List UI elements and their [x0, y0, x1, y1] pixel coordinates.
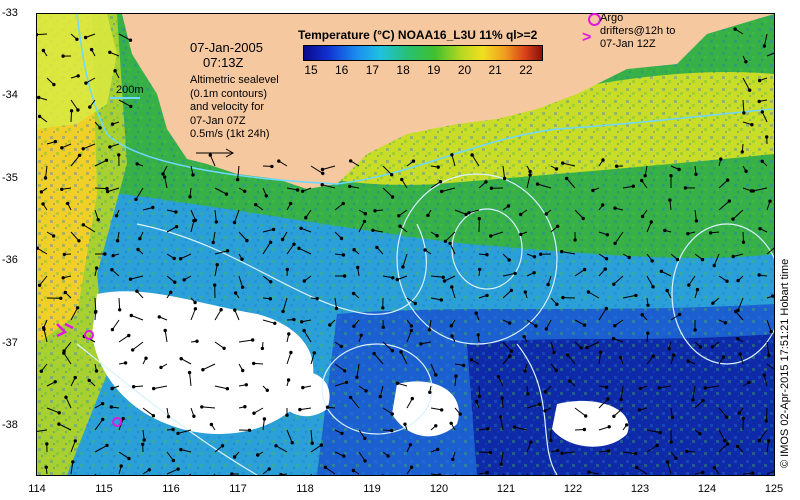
argo-legend-line: drifters@12h to: [600, 25, 676, 37]
argo-drifters: [56, 322, 122, 427]
lat-tick-label: -38: [2, 419, 18, 431]
cloud-patch: [392, 381, 459, 437]
cloud-patch: [277, 371, 330, 417]
lon-tick-label: 115: [95, 483, 113, 495]
lat-tick-label: -36: [2, 254, 18, 267]
lon-tick-label: 123: [630, 483, 650, 495]
lon-tick-label: 122: [563, 483, 583, 495]
image-time: 07:13Z: [203, 55, 244, 70]
land-edge-warm: [37, 14, 117, 129]
altimetry-note-line: 07-Jan 07Z: [190, 114, 246, 127]
altimetry-note-line: (0.1m contours): [190, 87, 268, 100]
altimetry-note-line: Altimetric sealevel: [190, 74, 279, 86]
lon-tick-label: 121: [496, 483, 516, 495]
temperature-colorbar: [303, 45, 543, 61]
colorbar-tick-label: 18: [396, 63, 410, 77]
lat-tick-label: -34: [2, 89, 18, 102]
lat-tick-label: -37: [2, 336, 18, 349]
sst-map[interactable]: [36, 13, 775, 476]
colorbar-title: Temperature (°C) NOAA16_L3U 11% ql>=2: [298, 28, 538, 42]
sst-map-canvas: [37, 14, 774, 475]
colorbar-tick-label: 21: [488, 63, 502, 77]
altimetry-note-line: 0.5m/s (1kt 24h): [190, 128, 270, 140]
velocity-scale-arrow-icon: [196, 148, 235, 158]
colorbar-tick-label: 15: [304, 63, 318, 77]
argo-drifter-track[interactable]: [64, 322, 74, 330]
lon-tick-label: 119: [363, 483, 381, 495]
isobath-legend-label: 200m: [116, 84, 144, 96]
imos-credit: © IMOS 02-Apr-2015 17:51:21 Hobart time: [779, 258, 791, 468]
colorbar-tick-label: 20: [457, 63, 472, 77]
argo-legend-line: 07-Jan 12Z: [600, 38, 656, 50]
argo-legend-line: Argo: [600, 12, 624, 24]
cloud-patch: [92, 291, 314, 434]
isobath-legend-line: [110, 97, 140, 99]
lon-tick-label: 117: [229, 483, 247, 495]
velocity-arrows: [37, 27, 774, 475]
land-mass: [37, 14, 774, 189]
altimetry-note: Altimetric sealevel (0.1m contours) and …: [190, 74, 315, 142]
argo-legend-chevron-icon: >: [582, 29, 592, 46]
colorbar-tick-label: 17: [365, 63, 380, 77]
argo-legend: Argo drifters@12h to 07-Jan 12Z: [600, 12, 675, 51]
colorbar-tick-label: 19: [427, 63, 441, 77]
altimetry-note-line: and velocity for: [190, 101, 264, 113]
image-date: 07-Jan-2005: [190, 40, 263, 55]
cloud-patch: [552, 400, 629, 447]
isobath-200m: [76, 14, 774, 185]
colorbar-tick-label: 22: [519, 63, 533, 77]
lon-tick-label: 124: [697, 483, 717, 495]
sealevel-contours: [76, 173, 774, 475]
lon-tick-label: 120: [429, 483, 449, 495]
lon-tick-label: 118: [296, 483, 314, 495]
lon-tick-label: 125: [764, 483, 784, 495]
lat-tick-label: -35: [2, 171, 18, 184]
lon-tick-label: 114: [28, 483, 46, 495]
argo-float-marker[interactable]: [84, 330, 94, 340]
colorbar-tick-label: 16: [335, 63, 349, 77]
argo-float-marker[interactable]: [112, 417, 122, 427]
argo-drifter-track[interactable]: [56, 323, 68, 338]
lat-tick-label: -33: [2, 7, 18, 19]
lon-tick-label: 116: [162, 483, 180, 495]
argo-legend-circle-icon: [588, 13, 601, 26]
